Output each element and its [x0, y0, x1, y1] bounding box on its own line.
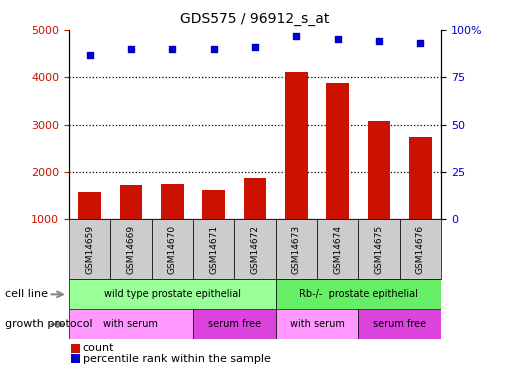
Bar	[317, 219, 358, 279]
Text: GSM14675: GSM14675	[374, 225, 383, 274]
Bar	[243, 178, 266, 219]
Bar	[69, 309, 192, 339]
Bar	[160, 184, 183, 219]
Text: GSM14673: GSM14673	[291, 225, 300, 274]
Bar	[275, 219, 317, 279]
Point	[292, 33, 300, 39]
Bar	[119, 185, 142, 219]
Text: GSM14671: GSM14671	[209, 225, 218, 274]
Bar	[151, 219, 192, 279]
Bar	[408, 136, 431, 219]
Point	[209, 46, 217, 52]
Bar	[69, 279, 275, 309]
Bar	[110, 219, 151, 279]
Bar	[202, 190, 224, 219]
Text: percentile rank within the sample: percentile rank within the sample	[82, 354, 270, 363]
Text: GSM14659: GSM14659	[85, 225, 94, 274]
Text: with serum: with serum	[103, 320, 158, 329]
Bar	[326, 84, 349, 219]
Text: GSM14674: GSM14674	[332, 225, 342, 274]
Text: serum free: serum free	[373, 320, 426, 329]
Point	[250, 44, 259, 50]
Bar	[234, 219, 275, 279]
Text: wild type prostate epithelial: wild type prostate epithelial	[103, 290, 240, 299]
Text: GSM14670: GSM14670	[167, 225, 177, 274]
Point	[86, 52, 94, 58]
Point	[415, 40, 423, 46]
Text: count: count	[82, 344, 114, 353]
Text: with serum: with serum	[289, 320, 344, 329]
Text: GSM14676: GSM14676	[415, 225, 424, 274]
Title: GDS575 / 96912_s_at: GDS575 / 96912_s_at	[180, 12, 329, 26]
Point	[333, 36, 341, 42]
Bar	[275, 279, 440, 309]
Bar	[78, 192, 101, 219]
Bar	[367, 121, 390, 219]
Bar	[275, 309, 358, 339]
Text: GSM14672: GSM14672	[250, 225, 259, 274]
Bar	[358, 219, 399, 279]
Bar	[69, 219, 110, 279]
Text: serum free: serum free	[207, 320, 261, 329]
Text: GSM14669: GSM14669	[126, 225, 135, 274]
Bar	[399, 219, 440, 279]
Bar	[285, 72, 307, 219]
Point	[127, 46, 135, 52]
Text: Rb-/-  prostate epithelial: Rb-/- prostate epithelial	[298, 290, 417, 299]
Bar	[192, 219, 234, 279]
Bar	[192, 309, 275, 339]
Point	[168, 46, 176, 52]
Text: growth protocol: growth protocol	[5, 320, 93, 329]
Text: cell line: cell line	[5, 290, 48, 299]
Bar	[358, 309, 440, 339]
Point	[374, 38, 382, 44]
